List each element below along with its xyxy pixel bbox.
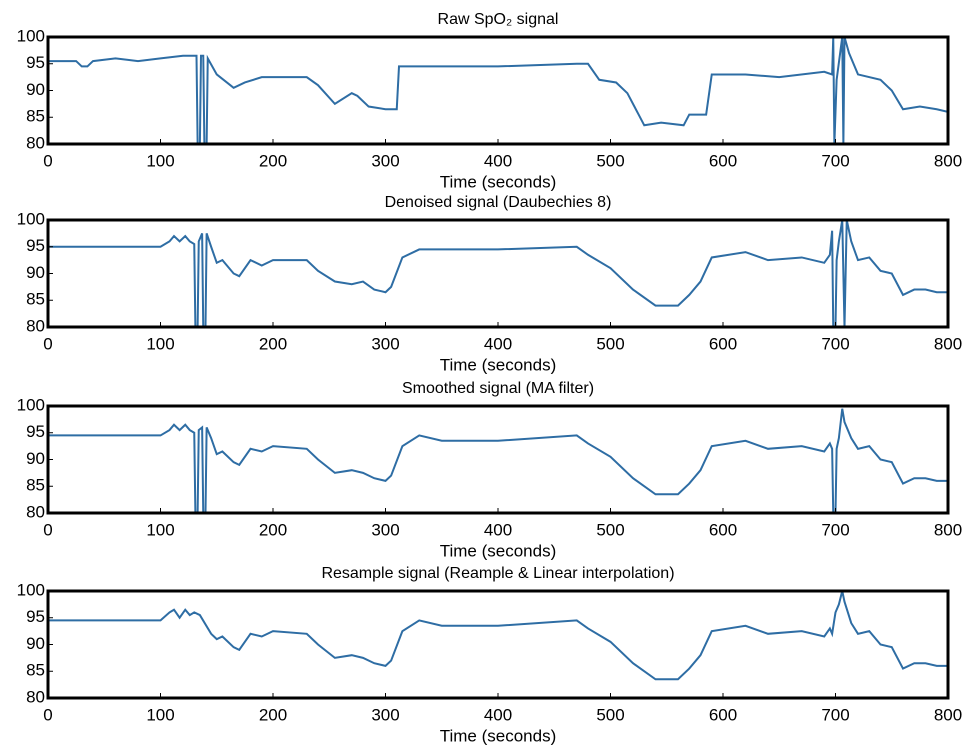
x-tick-label: 800 xyxy=(934,705,962,724)
x-tick-label: 300 xyxy=(371,520,399,539)
x-tick-label: 600 xyxy=(709,151,737,170)
y-tick-label: 90 xyxy=(26,263,45,282)
signal-line xyxy=(48,37,948,144)
signal-line xyxy=(48,591,948,681)
x-tick-label: 800 xyxy=(934,520,962,539)
x-tick-label: 700 xyxy=(821,334,849,353)
subplot: Denoised signal (Daubechies 8) 0 100 200 300… xyxy=(17,194,963,374)
x-tick-label: 700 xyxy=(821,520,849,539)
x-tick-label: 600 xyxy=(709,705,737,724)
y-tick-label: 80 xyxy=(26,316,45,335)
x-tick-label: 300 xyxy=(371,705,399,724)
subplot: Smoothed signal (MA filter) 0 100 200 300 400… xyxy=(17,380,963,560)
y-tick-label: 100 xyxy=(17,209,45,228)
y-tick-label: 90 xyxy=(26,449,45,468)
x-tick-label: 500 xyxy=(596,705,624,724)
x-axis-label: Time (seconds) xyxy=(440,726,557,745)
x-tick-label: 200 xyxy=(259,705,287,724)
subplot-title: Denoised signal (Daubechies 8) xyxy=(385,194,612,211)
x-tick-label: 400 xyxy=(484,151,512,170)
subplot-title: Resample signal (Reample & Linear interp… xyxy=(321,565,674,582)
x-tick-label: 200 xyxy=(259,520,287,539)
x-tick-label: 700 xyxy=(821,151,849,170)
x-tick-label: 500 xyxy=(596,520,624,539)
signal-line xyxy=(48,408,948,513)
y-tick-label: 90 xyxy=(26,634,45,653)
y-tick-label: 85 xyxy=(26,476,45,495)
x-axis-label: Time (seconds) xyxy=(440,355,557,374)
x-tick-label: 200 xyxy=(259,151,287,170)
subplot: Resample signal (Reample & Linear interp… xyxy=(17,565,963,745)
subplot-title: Smoothed signal (MA filter) xyxy=(402,380,594,397)
x-tick-label: 0 xyxy=(43,151,52,170)
subplot: Raw SpO₂ signal 0 100 200 300 400 500 600 700 800… xyxy=(17,11,963,191)
axes-frame xyxy=(46,404,950,515)
x-tick-label: 100 xyxy=(146,334,174,353)
y-tick-label: 100 xyxy=(17,580,45,599)
y-tick-label: 100 xyxy=(17,395,45,414)
x-tick-label: 200 xyxy=(259,334,287,353)
axes-frame xyxy=(46,218,950,329)
x-tick-label: 100 xyxy=(146,151,174,170)
x-tick-label: 800 xyxy=(934,151,962,170)
x-tick-label: 300 xyxy=(371,151,399,170)
x-tick-label: 400 xyxy=(484,520,512,539)
x-tick-label: 500 xyxy=(596,334,624,353)
x-tick-label: 500 xyxy=(596,151,624,170)
signal-line xyxy=(48,220,948,327)
y-tick-label: 95 xyxy=(26,607,45,626)
subplot-title: Raw SpO₂ signal xyxy=(438,11,559,28)
x-tick-label: 0 xyxy=(43,334,52,353)
x-tick-label: 300 xyxy=(371,334,399,353)
y-tick-label: 100 xyxy=(17,26,45,45)
x-tick-label: 600 xyxy=(709,334,737,353)
x-axis-label: Time (seconds) xyxy=(440,541,557,560)
y-tick-label: 85 xyxy=(26,661,45,680)
x-tick-label: 400 xyxy=(484,334,512,353)
x-tick-label: 700 xyxy=(821,705,849,724)
y-tick-label: 85 xyxy=(26,107,45,126)
y-tick-label: 90 xyxy=(26,80,45,99)
x-tick-label: 400 xyxy=(484,705,512,724)
y-tick-label: 80 xyxy=(26,133,45,152)
axes-frame xyxy=(46,589,950,700)
x-tick-label: 800 xyxy=(934,334,962,353)
y-tick-label: 80 xyxy=(26,687,45,706)
y-tick-label: 95 xyxy=(26,422,45,441)
x-tick-label: 600 xyxy=(709,520,737,539)
axes-frame xyxy=(46,35,950,146)
y-tick-label: 95 xyxy=(26,236,45,255)
x-tick-label: 100 xyxy=(146,705,174,724)
x-axis-label: Time (seconds) xyxy=(440,172,557,191)
x-tick-label: 0 xyxy=(43,520,52,539)
x-tick-label: 0 xyxy=(43,705,52,724)
y-tick-label: 95 xyxy=(26,53,45,72)
y-tick-label: 85 xyxy=(26,290,45,309)
x-tick-label: 100 xyxy=(146,520,174,539)
y-tick-label: 80 xyxy=(26,502,45,521)
